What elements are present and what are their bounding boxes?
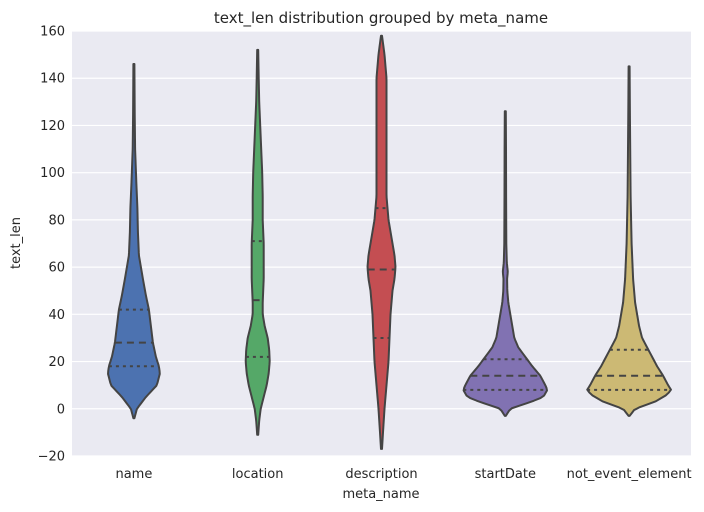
violin-body xyxy=(107,63,161,420)
violins xyxy=(107,34,672,450)
x-tick-label: not_event_element xyxy=(567,467,692,482)
y-tick-label: 80 xyxy=(48,213,65,228)
violin-description xyxy=(366,34,397,450)
x-tick-labels: name location description startDate not_even… xyxy=(115,467,691,482)
x-axis-label: meta_name xyxy=(342,487,419,502)
y-tick-label: 60 xyxy=(48,261,65,276)
x-tick-label: description xyxy=(345,467,417,482)
y-tick-label: 120 xyxy=(40,119,65,134)
y-tick-label: 140 xyxy=(40,72,65,87)
violin-body xyxy=(586,65,672,417)
violin-not_event_element xyxy=(586,65,672,417)
violin-location xyxy=(244,48,271,436)
y-tick-label: 160 xyxy=(40,25,65,40)
x-tick-label: location xyxy=(232,467,284,482)
x-tick-label: name xyxy=(115,467,152,482)
violin-name xyxy=(107,63,161,420)
x-tick-label: startDate xyxy=(475,467,536,482)
violin-body xyxy=(366,34,397,450)
y-tick-label: 100 xyxy=(40,166,65,181)
violin-body xyxy=(462,110,548,417)
y-tick-labels: −20 0 20 40 60 80 100 120 140 160 xyxy=(38,25,65,465)
y-tick-label: −20 xyxy=(38,450,65,465)
chart-title: text_len distribution grouped by meta_na… xyxy=(214,9,548,28)
y-tick-label: 20 xyxy=(48,355,65,370)
violin-body xyxy=(244,48,271,436)
y-tick-label: 0 xyxy=(57,402,65,417)
violin-startDate xyxy=(462,110,548,417)
y-tick-label: 40 xyxy=(48,308,65,323)
y-axis-label: text_len xyxy=(9,217,24,269)
